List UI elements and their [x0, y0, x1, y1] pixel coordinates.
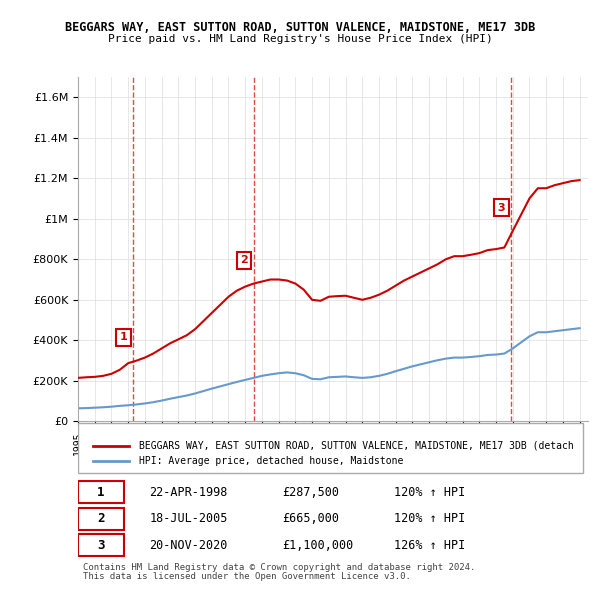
Text: 1: 1	[120, 332, 128, 342]
Text: BEGGARS WAY, EAST SUTTON ROAD, SUTTON VALENCE, MAIDSTONE, ME17 3DB (detach: BEGGARS WAY, EAST SUTTON ROAD, SUTTON VA…	[139, 441, 574, 451]
Text: 1: 1	[97, 486, 105, 499]
Text: 18-JUL-2005: 18-JUL-2005	[149, 512, 228, 525]
Text: 22-APR-1998: 22-APR-1998	[149, 486, 228, 499]
Text: 120% ↑ HPI: 120% ↑ HPI	[394, 512, 466, 525]
Text: 120% ↑ HPI: 120% ↑ HPI	[394, 486, 466, 499]
FancyBboxPatch shape	[78, 423, 583, 473]
Text: 2: 2	[97, 512, 105, 525]
Text: Price paid vs. HM Land Registry's House Price Index (HPI): Price paid vs. HM Land Registry's House …	[107, 34, 493, 44]
Text: 3: 3	[498, 202, 505, 212]
Text: This data is licensed under the Open Government Licence v3.0.: This data is licensed under the Open Gov…	[83, 572, 411, 581]
Text: £665,000: £665,000	[282, 512, 339, 525]
Text: 126% ↑ HPI: 126% ↑ HPI	[394, 539, 466, 552]
Text: Contains HM Land Registry data © Crown copyright and database right 2024.: Contains HM Land Registry data © Crown c…	[83, 563, 475, 572]
Text: 3: 3	[97, 539, 105, 552]
Text: £287,500: £287,500	[282, 486, 339, 499]
Text: BEGGARS WAY, EAST SUTTON ROAD, SUTTON VALENCE, MAIDSTONE, ME17 3DB: BEGGARS WAY, EAST SUTTON ROAD, SUTTON VA…	[65, 21, 535, 34]
Text: 20-NOV-2020: 20-NOV-2020	[149, 539, 228, 552]
FancyBboxPatch shape	[78, 481, 124, 503]
FancyBboxPatch shape	[78, 507, 124, 530]
Text: HPI: Average price, detached house, Maidstone: HPI: Average price, detached house, Maid…	[139, 457, 404, 467]
FancyBboxPatch shape	[78, 535, 124, 556]
Text: £1,100,000: £1,100,000	[282, 539, 353, 552]
Text: 2: 2	[240, 255, 248, 266]
